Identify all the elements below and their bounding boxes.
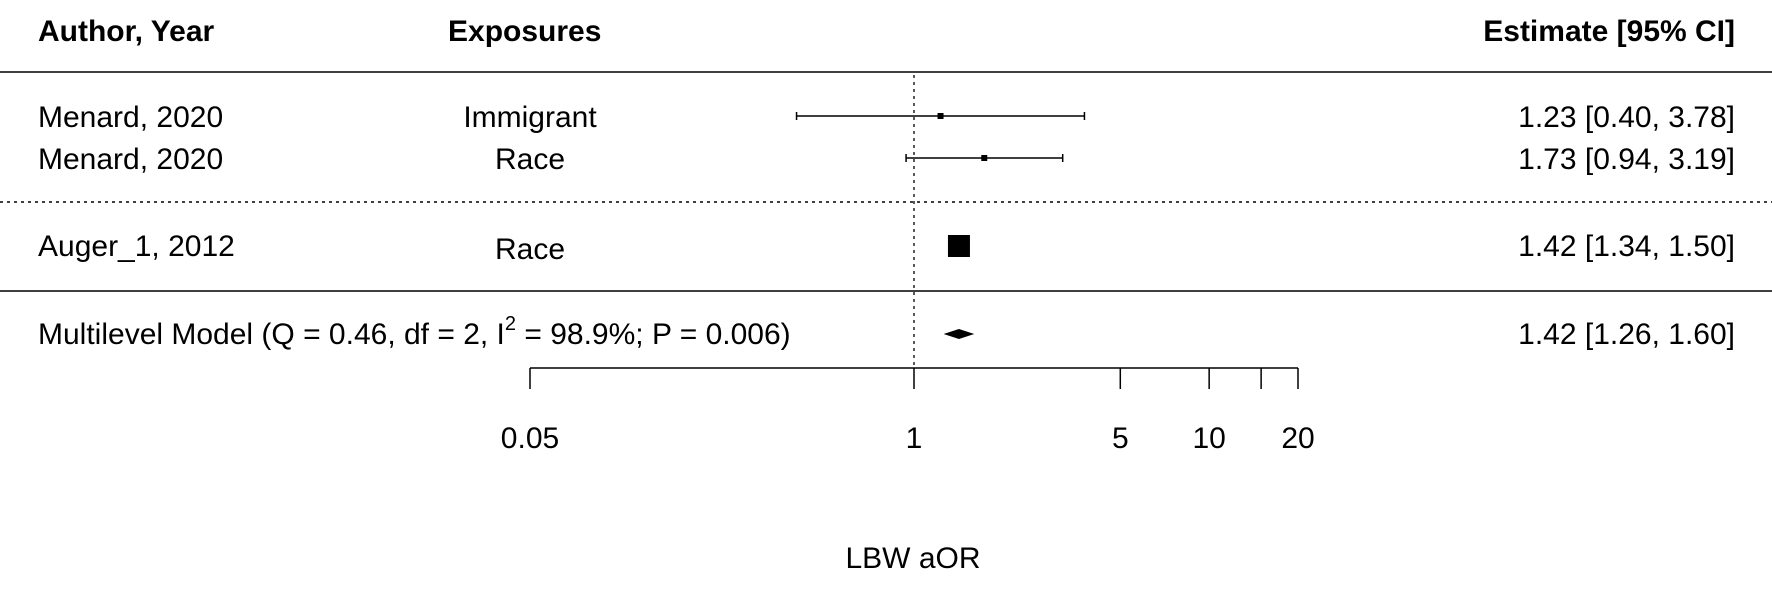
- estimate-box: [947, 235, 970, 257]
- study-label: Auger_1, 2012: [38, 230, 235, 263]
- header-study: Author, Year: [38, 15, 215, 48]
- summary-label-prefix: Multilevel Model (Q = 0.46, df = 2, I: [38, 318, 505, 351]
- exposure-label: Race: [495, 143, 565, 176]
- summary-diamond: [943, 329, 975, 339]
- exposure-label: Immigrant: [463, 101, 597, 134]
- exposure-label: Race: [495, 233, 565, 266]
- estimate-label: 1.73 [0.94, 3.19]: [1518, 143, 1735, 176]
- summary-label: Multilevel Model (Q = 0.46, df = 2, I2 =…: [38, 313, 791, 351]
- x-axis-label: LBW aOR: [845, 542, 980, 575]
- summary-label-suffix: = 98.9%; P = 0.006): [516, 318, 791, 351]
- x-tick-label: 10: [1192, 422, 1225, 455]
- x-tick-label: 20: [1281, 422, 1314, 455]
- estimate-box: [937, 113, 944, 119]
- study-label: Menard, 2020: [38, 101, 223, 134]
- summary-estimate-label: 1.42 [1.26, 1.60]: [1518, 318, 1735, 351]
- study-label: Menard, 2020: [38, 143, 223, 176]
- x-tick-label: 0.05: [501, 422, 559, 455]
- summary-label-superscript: 2: [505, 313, 516, 335]
- header-exposure: Exposures: [448, 15, 601, 48]
- estimate-label: 1.23 [0.40, 3.78]: [1518, 101, 1735, 134]
- header-estimate: Estimate [95% CI]: [1483, 15, 1735, 48]
- x-tick-label: 5: [1112, 422, 1129, 455]
- x-tick-label: 1: [906, 422, 923, 455]
- x-axis: 0.05 1 5 10 20: [501, 367, 1315, 455]
- estimate-label: 1.42 [1.34, 1.50]: [1518, 230, 1735, 263]
- estimate-box: [981, 155, 988, 161]
- plot-marks: [795, 112, 1086, 339]
